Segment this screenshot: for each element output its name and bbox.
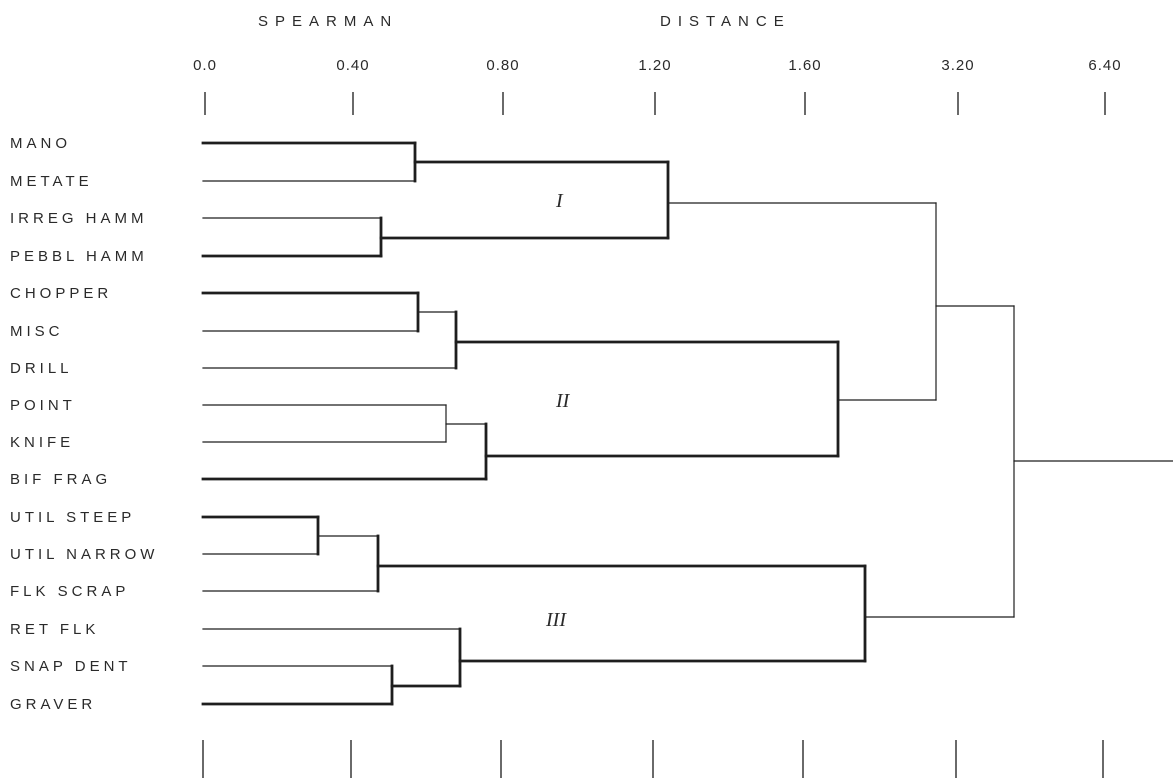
dendrogram-links — [201, 141, 1173, 706]
leaf-label: DRILL — [10, 360, 73, 377]
tick-label: 1.60 — [788, 57, 821, 74]
leaf-label: POINT — [10, 397, 76, 414]
leaf-label: PEBBL HAMM — [10, 248, 148, 265]
leaf-label: METATE — [10, 173, 93, 190]
leaf-label: FLK SCRAP — [10, 583, 129, 600]
leaf-label: GRAVER — [10, 696, 96, 713]
leaf-label: KNIFE — [10, 434, 74, 451]
tick-label: 6.40 — [1088, 57, 1121, 74]
axis-title-distance: DISTANCE — [660, 13, 791, 30]
leaf-label: UTIL NARROW — [10, 546, 158, 563]
leaf-label: BIF FRAG — [10, 471, 111, 488]
tick-label: 0.80 — [486, 57, 519, 74]
axis-title-spearman: SPEARMAN — [258, 13, 398, 30]
tick-label: 3.20 — [941, 57, 974, 74]
leaf-label: CHOPPER — [10, 285, 112, 302]
tick-label: 1.20 — [638, 57, 671, 74]
leaf-label: SNAP DENT — [10, 658, 132, 675]
top-axis: 0.0 0.40 0.80 1.20 1.60 3.20 6.40 — [193, 57, 1121, 115]
leaf-label: MANO — [10, 135, 71, 152]
bottom-axis — [202, 740, 1104, 778]
leaf-labels: MANO METATE IRREG HAMM PEBBL HAMM CHOPPER MIS… — [10, 135, 158, 713]
tick-label: 0.0 — [193, 57, 217, 74]
leaf-label: RET FLK — [10, 621, 99, 638]
leaf-label: UTIL STEEP — [10, 509, 135, 526]
leaf-label: MISC — [10, 323, 64, 340]
tick-label: 0.40 — [336, 57, 369, 74]
leaf-label: IRREG HAMM — [10, 210, 148, 227]
cluster-label-i: I — [555, 190, 564, 212]
cluster-label-ii: II — [555, 390, 571, 412]
cluster-label-iii: III — [545, 609, 567, 631]
